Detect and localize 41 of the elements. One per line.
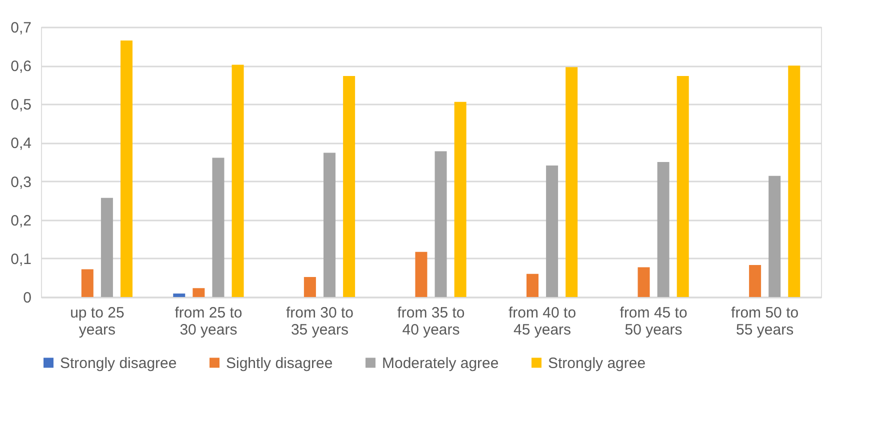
bar bbox=[788, 66, 800, 297]
bar bbox=[526, 274, 538, 297]
bar bbox=[173, 294, 186, 297]
legend-label: Moderately agree bbox=[382, 354, 499, 372]
bar bbox=[415, 252, 428, 297]
bar bbox=[192, 288, 205, 297]
x-tick-label: up to 25 years bbox=[70, 304, 124, 338]
bar bbox=[304, 276, 316, 297]
y-tick-label: 0 bbox=[23, 290, 32, 306]
x-tick-label: from 45 to 50 years bbox=[620, 304, 688, 338]
bar bbox=[120, 40, 133, 297]
bar bbox=[232, 64, 244, 297]
x-tick-label: from 35 to 40 years bbox=[397, 304, 465, 338]
bar bbox=[454, 102, 466, 297]
y-tick-label: 0,2 bbox=[10, 212, 32, 230]
y-tick-label: 0,7 bbox=[10, 20, 32, 36]
bar bbox=[434, 151, 447, 297]
y-tick-label: 0,6 bbox=[10, 58, 32, 76]
bar bbox=[566, 67, 578, 297]
y-tick-label: 0,5 bbox=[10, 96, 32, 114]
y-tick-label: 0,3 bbox=[10, 174, 32, 191]
bar bbox=[212, 158, 224, 297]
x-tick-label: from 40 to 45 years bbox=[508, 304, 576, 338]
bar bbox=[638, 267, 650, 297]
bar bbox=[100, 198, 113, 297]
x-tick-label: from 25 to 30 years bbox=[174, 304, 242, 338]
bar bbox=[749, 264, 762, 297]
legend-label: Strongly agree bbox=[548, 354, 646, 372]
bar bbox=[81, 269, 94, 297]
y-tick-label: 0,4 bbox=[10, 135, 32, 152]
bar bbox=[768, 176, 781, 297]
y-tick-label: 0,1 bbox=[10, 250, 32, 268]
legend-label: Strongly disagree bbox=[60, 354, 177, 372]
bar bbox=[343, 76, 356, 297]
bar bbox=[546, 165, 558, 297]
x-tick-label: from 50 to 55 years bbox=[731, 304, 799, 338]
bar bbox=[324, 152, 336, 297]
x-tick-label: from 30 to 35 years bbox=[286, 304, 354, 338]
bar bbox=[676, 76, 689, 297]
legend-label: Sightly disagree bbox=[226, 354, 333, 372]
bar bbox=[657, 162, 670, 297]
